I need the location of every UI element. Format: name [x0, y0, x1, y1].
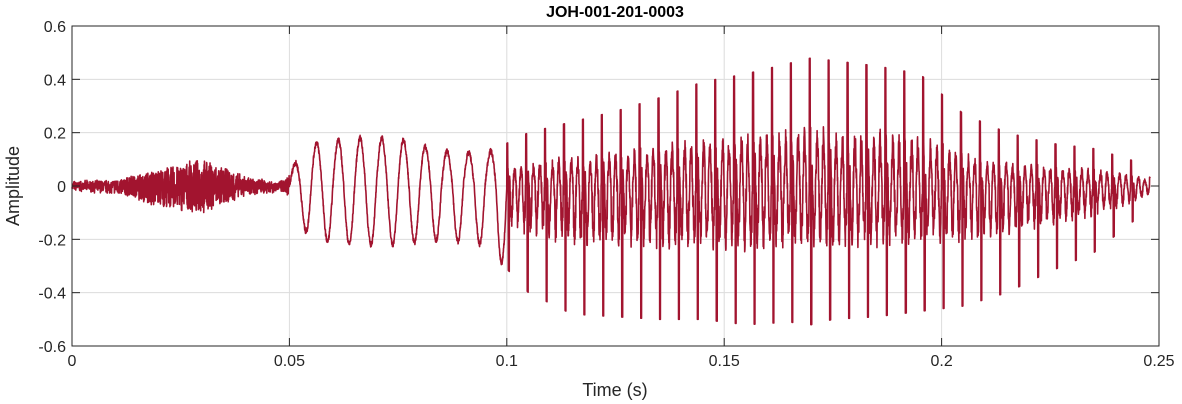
chart-title: JOH-001-201-0003	[546, 4, 684, 21]
x-axis-label: Time (s)	[582, 380, 647, 400]
y-tick-label: -0.2	[38, 232, 66, 249]
x-tick-label: 0.25	[1143, 353, 1174, 370]
x-tick-label: 0.05	[274, 353, 305, 370]
x-tick-label: 0.15	[709, 353, 740, 370]
axis-ticks: 0 0.05 0.1 0.15 0.2 0.25 -0.6 -0.4 -0.2 0 0.2 0.4 0.…	[38, 19, 1174, 370]
y-tick-label: 0.2	[44, 126, 66, 143]
signal-line	[71, 57, 1151, 326]
y-tick-label: 0.4	[44, 72, 66, 89]
x-tick-label: 0.1	[496, 353, 518, 370]
y-tick-label: -0.6	[38, 339, 66, 356]
y-tick-label: 0.6	[44, 19, 66, 36]
x-tick-label: 0	[68, 353, 77, 370]
y-tick-label: -0.4	[38, 286, 66, 303]
x-tick-label: 0.2	[930, 353, 952, 370]
y-tick-label: 0	[57, 179, 66, 196]
y-axis-label: Amplitude	[3, 146, 23, 226]
signal-trace-group	[71, 57, 1151, 326]
